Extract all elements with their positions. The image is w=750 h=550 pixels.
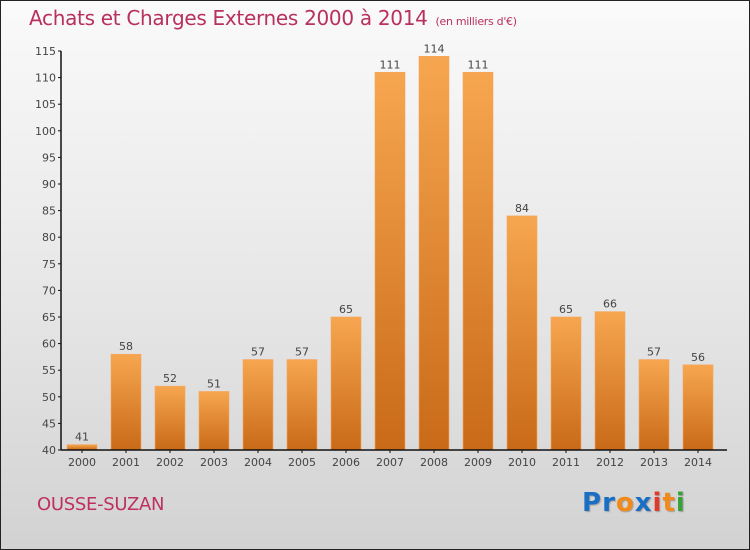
x-tick-label: 2003 bbox=[200, 456, 228, 469]
y-tick-label: 70 bbox=[42, 284, 56, 297]
logo-letter: i bbox=[675, 488, 686, 518]
proxiti-logo[interactable]: Proxiti bbox=[582, 488, 686, 518]
x-tick-label: 2011 bbox=[552, 456, 580, 469]
data-label: 65 bbox=[339, 303, 353, 316]
bar-2004 bbox=[242, 359, 274, 451]
y-tick-label: 55 bbox=[42, 364, 56, 377]
logo-letter: P bbox=[582, 488, 603, 518]
bar-2005 bbox=[286, 359, 318, 451]
bar-2007 bbox=[374, 71, 406, 451]
x-tick-label: 2002 bbox=[156, 456, 184, 469]
data-label: 57 bbox=[295, 346, 309, 359]
y-tick-label: 115 bbox=[35, 45, 56, 58]
x-tick-label: 2009 bbox=[464, 456, 492, 469]
x-tick-label: 2014 bbox=[684, 456, 712, 469]
logo-letter: x bbox=[634, 488, 653, 518]
bar-2014 bbox=[682, 364, 714, 451]
y-axis: 40 45 50 55 60 65 70 75 80 85 90 95 100 105 110 115 bbox=[35, 45, 62, 457]
y-tick-label: 65 bbox=[42, 311, 56, 324]
unit-label: (en milliers d'€) bbox=[435, 15, 517, 28]
y-tick-label: 105 bbox=[35, 98, 56, 111]
x-tick-label: 2001 bbox=[112, 456, 140, 469]
x-tick-label: 2013 bbox=[640, 456, 668, 469]
x-tick-label: 2008 bbox=[420, 456, 448, 469]
city-name: OUSSE-SUZAN bbox=[37, 494, 165, 515]
bar-2011 bbox=[550, 316, 582, 451]
bar-2009 bbox=[462, 71, 494, 451]
data-label: 58 bbox=[119, 340, 133, 353]
x-tick-label: 2006 bbox=[332, 456, 360, 469]
bar-2003 bbox=[198, 391, 230, 451]
x-tick-label: 2004 bbox=[244, 456, 272, 469]
y-tick-label: 60 bbox=[42, 338, 56, 351]
bar-2012 bbox=[594, 311, 626, 451]
y-tick-label: 50 bbox=[42, 391, 56, 404]
y-tick-label: 80 bbox=[42, 231, 56, 244]
x-tick-label: 2010 bbox=[508, 456, 536, 469]
bar-2000 bbox=[66, 444, 98, 451]
chart-title: Achats et Charges Externes 2000 à 2014 (e… bbox=[29, 6, 517, 30]
bar-2008 bbox=[418, 56, 450, 451]
data-label: 111 bbox=[468, 58, 489, 71]
logo-letter: r bbox=[602, 488, 616, 518]
data-label: 52 bbox=[163, 372, 177, 385]
y-tick-label: 45 bbox=[42, 417, 56, 430]
title-text: Achats et Charges Externes 2000 à 2014 bbox=[29, 6, 428, 30]
y-tick-label: 110 bbox=[35, 72, 56, 85]
data-label: 66 bbox=[603, 298, 617, 311]
y-tick-label: 40 bbox=[42, 444, 56, 457]
data-label: 84 bbox=[515, 202, 529, 215]
bar-2002 bbox=[154, 385, 186, 451]
bar-2001 bbox=[110, 353, 142, 451]
data-label: 114 bbox=[424, 42, 445, 55]
logo-letter: i bbox=[652, 488, 663, 518]
y-tick-label: 75 bbox=[42, 258, 56, 271]
x-tick-label: 2005 bbox=[288, 456, 316, 469]
x-tick-label: 2000 bbox=[68, 456, 96, 469]
y-tick-label: 95 bbox=[42, 151, 56, 164]
x-tick-label: 2012 bbox=[596, 456, 624, 469]
y-tick-label: 85 bbox=[42, 205, 56, 218]
data-label: 111 bbox=[380, 58, 401, 71]
y-tick-label: 90 bbox=[42, 178, 56, 191]
data-label: 56 bbox=[691, 351, 705, 364]
y-tick-label: 100 bbox=[35, 125, 56, 138]
bar-2013 bbox=[638, 359, 670, 451]
data-label: 41 bbox=[75, 431, 89, 444]
data-label: 65 bbox=[559, 303, 573, 316]
bar-2006 bbox=[330, 316, 362, 451]
bar-2010 bbox=[506, 215, 538, 451]
x-tick-label: 2007 bbox=[376, 456, 404, 469]
bars: 41 58 52 51 57 57 65 111 114 111 84 65 66 57 56 bbox=[66, 42, 714, 451]
logo-letter: o bbox=[615, 488, 635, 518]
data-label: 51 bbox=[207, 377, 221, 390]
logo-letter: t bbox=[662, 488, 676, 518]
data-label: 57 bbox=[647, 346, 661, 359]
x-axis: 2000 2001 2002 2003 2004 2005 2006 2007 2008 2009… bbox=[61, 449, 727, 469]
data-label: 57 bbox=[251, 346, 265, 359]
